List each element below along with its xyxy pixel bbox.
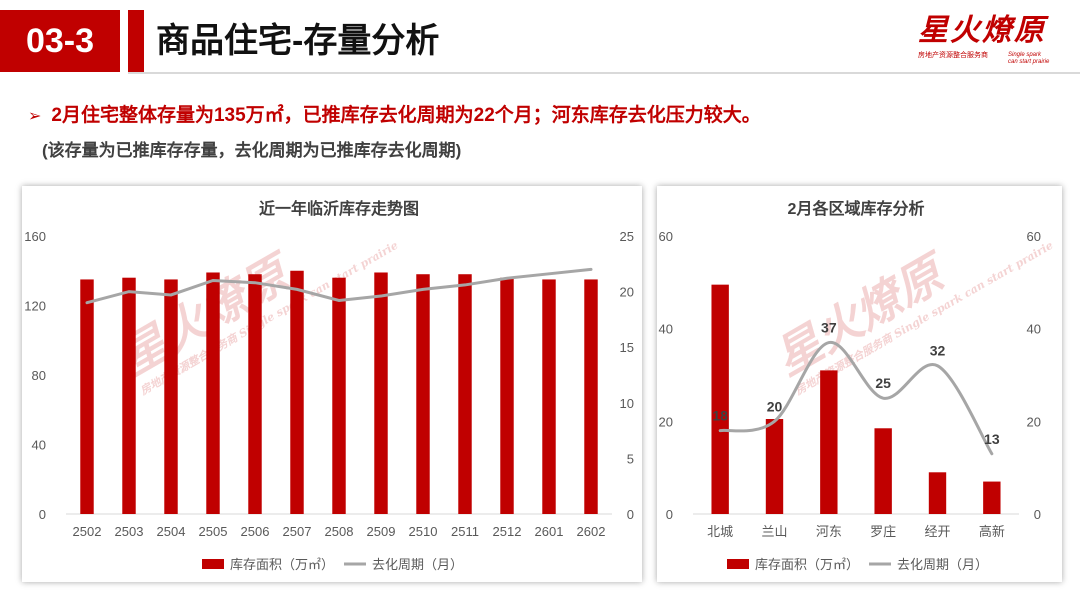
trend-bar [500,277,514,514]
logo-english: Single spark can start prairie [1008,52,1049,66]
trend-category-label: 2510 [409,524,438,539]
district-left-tick: 0 [666,507,673,522]
trend-category-label: 2503 [115,524,144,539]
trend-bar [332,277,346,514]
district-data-label: 18 [712,408,728,424]
trend-chart-panel: 星火燎原 房地产资源整合服务商 Single spark can start pr… [22,186,642,582]
title-divider [128,72,1080,74]
trend-bar [290,270,304,514]
district-left-tick: 60 [659,229,673,244]
district-bar [711,284,729,514]
district-right-tick: 0 [1034,507,1041,522]
trend-legend-bar-label: 库存面积（万㎡） [230,557,334,572]
district-data-label: 32 [930,343,946,359]
trend-right-tick: 0 [627,507,634,522]
page-title: 商品住宅-存量分析 [156,22,440,60]
district-title: 2月各区域库存分析 [788,199,925,218]
trend-category-label: 2507 [283,524,312,539]
district-category-label: 兰山 [761,524,787,539]
trend-bar [206,272,220,514]
section-accent-bar [128,10,144,72]
district-right-tick: 20 [1027,414,1041,429]
trend-category-label: 2601 [535,524,564,539]
summary-bullet: ➢ 2月住宅整体存量为135万㎡，已推库存去化周期为22个月；河东库存去化压力较大… [28,100,761,127]
trend-left-tick: 0 [39,507,46,522]
district-data-label: 13 [984,431,1000,447]
trend-category-label: 2508 [325,524,354,539]
trend-bar [164,279,178,514]
district-data-label: 25 [875,375,891,391]
district-legend-bar-swatch [727,559,749,569]
trend-bar [80,279,94,514]
logo-en-line2: can start prairie [1008,59,1050,65]
trend-category-label: 2602 [577,524,606,539]
district-chart-panel: 星火燎原 房地产资源整合服务商 Single spark can start pr… [657,186,1062,582]
district-left-tick: 40 [659,322,673,337]
trend-left-tick: 80 [32,368,46,383]
trend-category-label: 2502 [73,524,102,539]
district-category-label: 高新 [979,524,1005,539]
arrow-bullet-icon: ➢ [28,108,42,125]
district-category-label: 罗庄 [870,524,896,539]
trend-legend-line-label: 去化周期（月） [372,557,463,572]
trend-right-tick: 20 [620,285,634,300]
district-bar [820,370,838,514]
district-bar [874,428,892,514]
trend-category-label: 2504 [157,524,186,539]
district-category-label: 北城 [707,524,733,539]
trend-bar [584,279,598,514]
trend-title: 近一年临沂库存走势图 [259,199,419,218]
district-data-label: 37 [821,320,837,336]
trend-left-tick: 40 [32,438,46,453]
trend-legend-bar-swatch [202,559,224,569]
logo-subtitle: 房地产资源整合服务商 [918,52,988,59]
trend-bar [458,274,472,514]
trend-bar [374,272,388,514]
district-line-series [718,341,994,456]
district-data-label: 20 [767,398,783,414]
district-left-tick: 20 [659,414,673,429]
district-category-label: 经开 [924,524,950,539]
district-right-tick: 40 [1027,322,1041,337]
summary-note: (该存量为已推库存存量，去化周期为已推库存去化周期) [42,141,462,160]
section-number: 03-3 [0,10,120,72]
district-bar [983,481,1001,514]
trend-category-label: 2505 [199,524,228,539]
trend-left-tick: 160 [24,229,46,244]
district-category-label: 河东 [816,524,842,539]
trend-bar [542,279,556,514]
summary-text: 2月住宅整体存量为135万㎡，已推库存去化周期为22个月；河东库存去化压力较大。 [51,105,761,126]
district-bar [928,472,947,514]
district-legend-line-label: 去化周期（月） [897,557,988,572]
trend-category-label: 2509 [367,524,396,539]
trend-category-label: 2506 [241,524,270,539]
logo-name: 星火燎原 [918,13,1046,48]
district-bar [765,419,784,514]
trend-category-label: 2511 [451,524,479,539]
trend-right-tick: 15 [620,340,634,355]
trend-bar [122,277,136,514]
trend-left-tick: 120 [24,299,46,314]
trend-bar [248,274,262,514]
trend-right-tick: 5 [627,451,634,466]
trend-category-label: 2512 [493,524,522,539]
brand-logo: 星火燎原 房地产资源整合服务商 Single spark can start p… [918,14,1058,74]
trend-bar [416,274,430,514]
logo-en-line1: Single spark [1008,52,1042,58]
trend-right-tick: 25 [620,229,634,244]
trend-line-series [85,267,593,305]
trend-right-tick: 10 [620,396,634,411]
district-legend-bar-label: 库存面积（万㎡） [755,557,859,572]
district-right-tick: 60 [1027,229,1041,244]
